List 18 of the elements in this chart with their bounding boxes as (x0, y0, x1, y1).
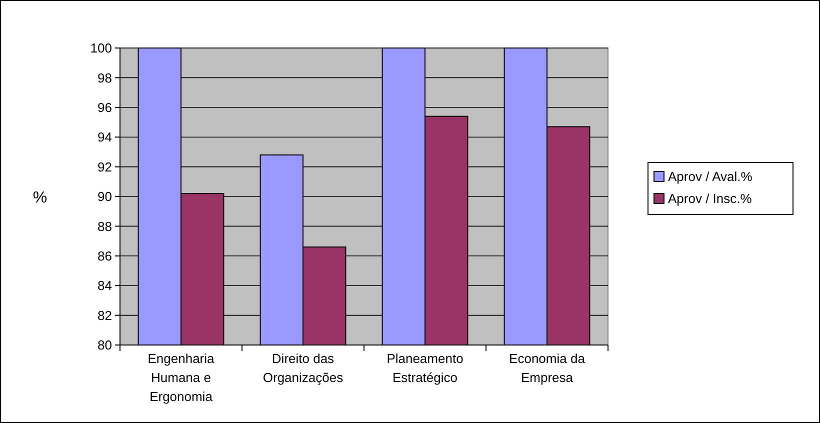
y-tick-label: 86 (98, 248, 112, 264)
legend-label: Aprov / Insc.% (668, 191, 752, 206)
y-tick-label: 100 (90, 40, 112, 56)
x-tick-label: Engenharia Humana e Ergonomia (148, 351, 216, 404)
x-tick-label: Direito das Organizações (262, 351, 344, 385)
y-tick-label: 92 (98, 159, 112, 174)
x-tick-label: Economia da Empresa (509, 351, 586, 385)
y-tick-label: 80 (98, 338, 112, 353)
y-tick-label: 88 (98, 218, 112, 234)
y-tick-label: 94 (98, 130, 112, 145)
y-axis-title: % (32, 190, 48, 206)
y-tick-label: 84 (98, 278, 112, 294)
y-tick-label: 82 (98, 308, 112, 323)
y-tick-label: 96 (98, 100, 112, 115)
x-tick-label: Planeamento Estratégico (386, 351, 464, 385)
y-tick-label: 98 (98, 70, 112, 86)
y-tick-label: 90 (98, 189, 112, 204)
legend-label: Aprov / Aval.% (668, 169, 753, 184)
